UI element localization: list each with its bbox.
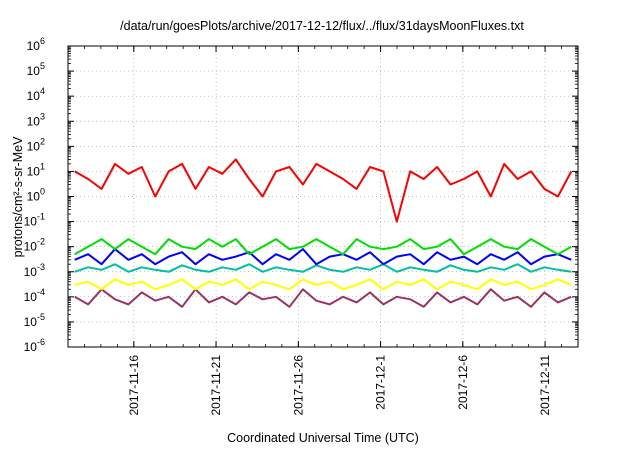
y-tick-label: 10-2: [24, 237, 45, 254]
y-tick-label: 103: [27, 111, 45, 128]
y-tick-label: 10-4: [24, 287, 45, 304]
y-tick-label: 10-6: [24, 337, 45, 354]
chart-title: /data/run/goesPlots/archive/2017-12-12/f…: [120, 19, 524, 33]
x-tick-label: 2017-12-11: [538, 355, 552, 416]
y-tick-label: 100: [27, 187, 45, 204]
x-tick-label: 2017-12-1: [374, 355, 388, 410]
x-axis-label: Coordinated Universal Time (UTC): [227, 431, 419, 445]
grid-layer: [68, 46, 578, 347]
series-layer: [74, 158, 573, 308]
series-line: [74, 263, 572, 273]
y-tick-label: 10-3: [24, 262, 45, 279]
series-line: [74, 238, 572, 256]
series-line: [74, 288, 572, 308]
x-tick-label: 2017-11-26: [291, 355, 305, 416]
x-tick-label: 2017-11-21: [209, 355, 223, 416]
y-tick-label: 104: [27, 86, 45, 103]
y-tick-label: 102: [27, 136, 45, 153]
y-tick-label: 101: [27, 161, 45, 178]
plot-frame: [67, 45, 579, 348]
y-tick-label: 105: [27, 61, 45, 78]
series-line: [74, 278, 572, 291]
y-axis-label: protons/cm²-s-sr-MeV: [11, 136, 25, 258]
y-tick-label: 10-1: [24, 212, 45, 229]
y-tick-label: 106: [27, 36, 45, 53]
x-tick-label: 2017-11-16: [127, 355, 141, 416]
series-line: [74, 158, 573, 223]
tick-layer: 10-6 10-5 10-4 10-3 10-2 10-1 100 101 102 103 104 1…: [24, 36, 578, 416]
y-tick-label: 10-5: [24, 312, 45, 329]
series-line: [74, 248, 572, 266]
x-tick-label: 2017-12-6: [456, 355, 470, 410]
